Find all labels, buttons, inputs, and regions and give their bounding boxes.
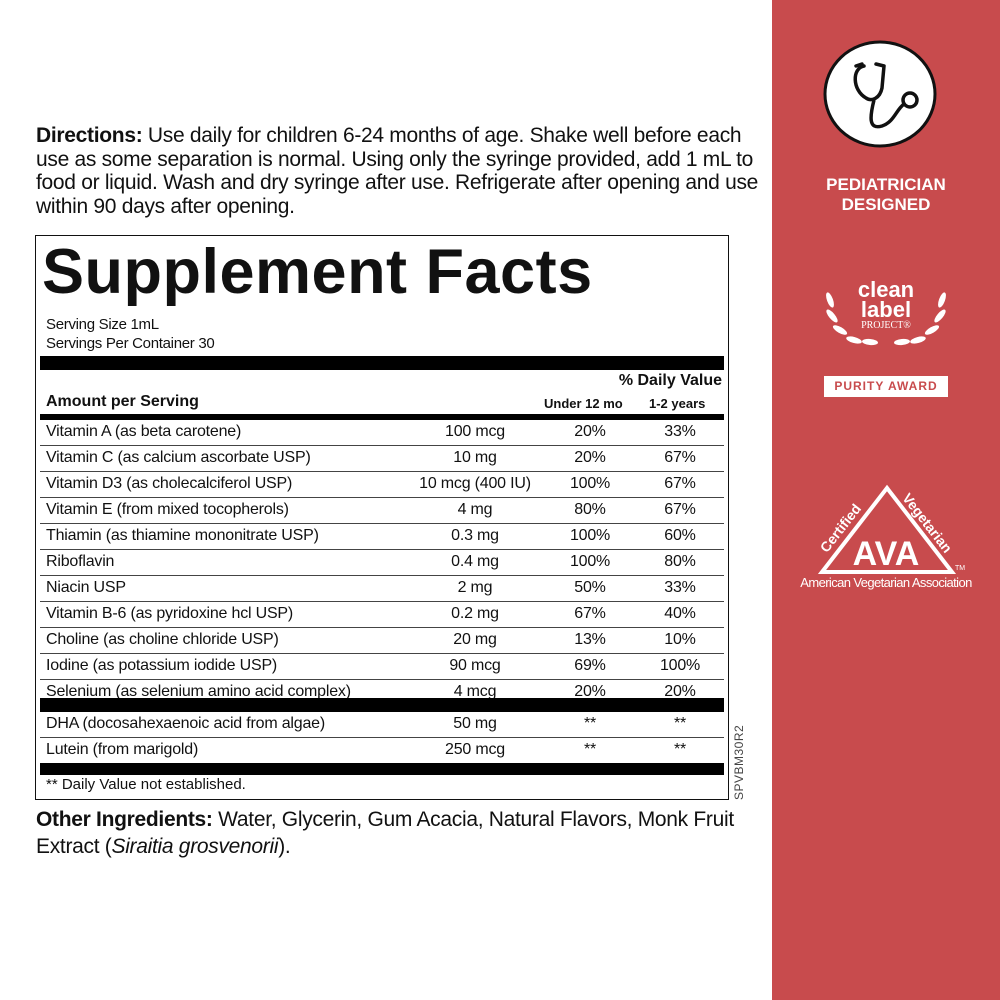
nutrient-amount: 20 mg <box>453 631 497 648</box>
nutrient-amount: 90 mcg <box>449 657 501 674</box>
col-under12: Under 12 mo <box>544 396 623 411</box>
dv-1to2: 33% <box>664 423 696 440</box>
dv-under12: 20% <box>574 423 606 440</box>
dv-1to2: 67% <box>664 449 696 466</box>
dv-1to2: 67% <box>664 501 696 518</box>
dv-1to2: 80% <box>664 553 696 570</box>
nutrient-row: Selenium (as selenium amino acid complex… <box>40 680 724 705</box>
nutrient-row: Vitamin C (as calcium ascorbate USP) 10 m… <box>40 446 724 472</box>
divider-thick <box>40 763 724 775</box>
nutrient-amount: 50 mg <box>453 715 497 732</box>
col-1to2: 1-2 years <box>649 396 706 411</box>
nutrient-name: Vitamin C (as calcium ascorbate USP) <box>46 449 311 466</box>
nutrient-row: DHA (docosahexaenoic acid from algae) 50 … <box>40 712 724 738</box>
nutrient-amount: 10 mcg (400 IU) <box>419 475 531 492</box>
dv-under12: 67% <box>574 605 606 622</box>
nutrient-amount: 4 mg <box>457 501 493 518</box>
nutrient-name: Riboflavin <box>46 553 115 570</box>
ava-certified-vegetarian-logo <box>817 484 957 574</box>
dv-under12: 20% <box>574 449 606 466</box>
dv-under12: 13% <box>574 631 606 648</box>
daily-value-header: % Daily Value <box>618 372 722 389</box>
servings-per-container: Servings Per Container 30 <box>46 335 215 352</box>
nutrient-name: Vitamin D3 (as cholecalciferol USP) <box>46 475 293 492</box>
dv-under12: 100% <box>569 475 611 492</box>
nutrient-name: Vitamin A (as beta carotene) <box>46 423 242 440</box>
dv-under12: 100% <box>569 527 611 544</box>
nutrient-name: Vitamin E (from mixed tocopherols) <box>46 501 289 518</box>
other-nutrient-rows: DHA (docosahexaenoic acid from algae) 50 … <box>40 712 724 763</box>
nutrient-amount: 100 mcg <box>445 423 505 440</box>
nutrient-row: Vitamin D3 (as cholecalciferol USP) 10 mc… <box>40 472 724 498</box>
footnote: ** Daily Value not established. <box>46 776 246 793</box>
stethoscope-icon <box>823 40 937 148</box>
nutrient-amount: 0.3 mg <box>451 527 499 544</box>
nutrient-name: Lutein (from marigold) <box>46 741 199 758</box>
nutrient-amount: 250 mcg <box>445 741 505 758</box>
laurel-wreath-icon <box>826 292 946 346</box>
dv-under12: 100% <box>569 553 611 570</box>
nutrient-amount: 2 mg <box>457 579 493 596</box>
dv-1to2: 40% <box>664 605 696 622</box>
nutrient-row: Thiamin (as thiamine mononitrate USP) 0.3… <box>40 524 724 550</box>
dv-under12: 50% <box>574 579 606 596</box>
dv-under12: ** <box>583 741 597 758</box>
ava-org-name: American Vegetarian Association <box>800 575 972 590</box>
dv-1to2: ** <box>673 741 687 758</box>
nutrient-name: Thiamin (as thiamine mononitrate USP) <box>46 527 319 544</box>
directions: Directions: Use daily for children 6-24 … <box>36 124 759 218</box>
nutrient-row: Iodine (as potassium iodide USP) 90 mcg 69… <box>40 654 724 680</box>
dv-under12: 20% <box>574 683 606 700</box>
divider-thick <box>40 356 724 370</box>
divider-medium <box>40 414 724 420</box>
nutrient-row: Riboflavin 0.4 mg 100% 80% <box>40 550 724 576</box>
badge-panel: PEDIATRICIAN DESIGNED clean label PROJECT® … <box>772 0 1000 1000</box>
nutrient-name: Niacin USP <box>46 579 126 596</box>
purity-award-label: PURITY AWARD <box>824 376 948 397</box>
dv-1to2: 67% <box>664 475 696 492</box>
nutrient-row: Lutein (from marigold) 250 mcg ** ** <box>40 738 724 763</box>
other-ingredients: Other Ingredients: Water, Glycerin, Gum … <box>36 808 734 858</box>
pediatrician-designed-label: PEDIATRICIAN DESIGNED <box>826 175 946 214</box>
nutrient-rows: Vitamin A (as beta carotene) 100 mcg 20% 33… <box>40 420 724 705</box>
nutrient-row: Vitamin A (as beta carotene) 100 mcg 20% 33… <box>40 420 724 446</box>
ava-mark: AVA <box>852 535 920 573</box>
nutrient-name: DHA (docosahexaenoic acid from algae) <box>46 715 325 732</box>
nutrient-row: Vitamin B-6 (as pyridoxine hcl USP) 0.2 m… <box>40 602 724 628</box>
dv-under12: 69% <box>574 657 606 674</box>
dv-1to2: 20% <box>664 683 696 700</box>
nutrient-amount: 0.2 mg <box>451 605 499 622</box>
nutrient-name: Choline (as choline chloride USP) <box>46 631 279 648</box>
supplement-facts-panel: Supplement Facts Serving Size 1mL Servin… <box>35 235 729 800</box>
nutrient-amount: 0.4 mg <box>451 553 499 570</box>
dv-under12: ** <box>583 715 597 732</box>
dv-1to2: 100% <box>659 657 701 674</box>
nutrient-name: Vitamin B-6 (as pyridoxine hcl USP) <box>46 605 294 622</box>
dv-under12: 80% <box>574 501 606 518</box>
dv-1to2: 33% <box>664 579 696 596</box>
trademark: TM <box>955 565 966 572</box>
dv-1to2: 10% <box>664 631 696 648</box>
clean-label-project-logo: clean label PROJECT® <box>857 277 915 332</box>
nutrient-name: Selenium (as selenium amino acid complex… <box>46 683 351 700</box>
product-code: SPVBM30R2 <box>732 724 746 800</box>
nutrient-name: Iodine (as potassium iodide USP) <box>46 657 278 674</box>
nutrient-row: Choline (as choline chloride USP) 20 mg 13… <box>40 628 724 654</box>
serving-size: Serving Size 1mL <box>46 316 159 333</box>
nutrient-amount: 4 mcg <box>453 683 497 700</box>
divider-thick <box>40 698 724 712</box>
facts-title: Supplement Facts <box>42 237 593 307</box>
nutrient-amount: 10 mg <box>453 449 497 466</box>
nutrient-row: Vitamin E (from mixed tocopherols) 4 mg 80… <box>40 498 724 524</box>
nutrient-row: Niacin USP 2 mg 50% 33% <box>40 576 724 602</box>
dv-1to2: ** <box>673 715 687 732</box>
dv-1to2: 60% <box>664 527 696 544</box>
amount-header: Amount per Serving <box>46 393 199 410</box>
